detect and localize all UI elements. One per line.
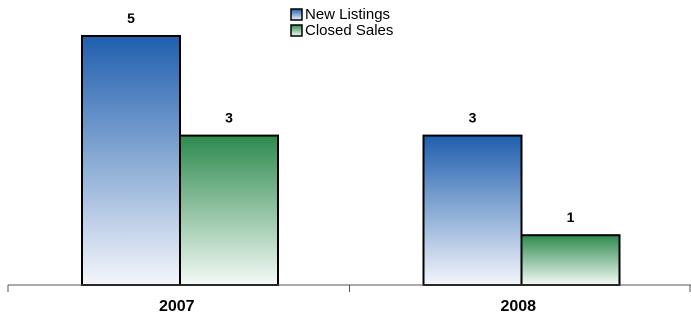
data-label: 3 (225, 110, 233, 126)
legend-label: Closed Sales (305, 22, 393, 39)
bar-closed-sales-2008 (520, 234, 621, 286)
data-label: 5 (127, 10, 135, 26)
x-axis: 2007 2008 (7, 284, 691, 315)
x-tick-label: 2008 (500, 298, 536, 315)
bars-layer (81, 35, 621, 286)
bar-closed-sales-2007 (179, 134, 279, 286)
legend-label: New Listings (305, 6, 390, 23)
legend-swatch (290, 24, 303, 37)
x-tick-label: 2007 (159, 298, 195, 315)
data-label: 1 (567, 209, 575, 225)
bar-new-listings-2008 (422, 134, 523, 286)
data-label: 3 (469, 110, 477, 126)
data-labels-layer: 5 3 3 1 (127, 10, 575, 225)
legend-swatch (290, 8, 303, 21)
bar-new-listings-2007 (81, 35, 181, 286)
